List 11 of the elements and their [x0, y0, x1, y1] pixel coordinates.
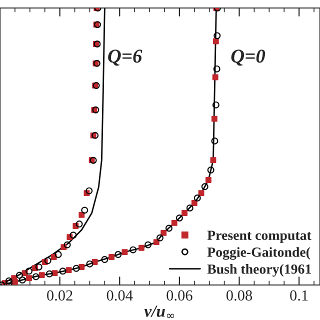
- x-axis-title: v/u$_{∞}$: [144, 306, 174, 318]
- legend-label: Bush theory(1961: [207, 264, 311, 277]
- legend-label: Poggie-Gaitonde(: [207, 247, 310, 260]
- x-tick-label: 0.02: [47, 290, 72, 301]
- x-tick-label: 0.04: [106, 290, 133, 301]
- legend-label: Present computat: [207, 230, 312, 243]
- x-tick-label: 0.06: [166, 290, 192, 301]
- x-tick-label: 0.1: [290, 290, 308, 301]
- x-tick-label: 0.08: [226, 290, 252, 301]
- annotation: Q=6: [108, 50, 142, 66]
- annotation: Q=0: [231, 50, 266, 66]
